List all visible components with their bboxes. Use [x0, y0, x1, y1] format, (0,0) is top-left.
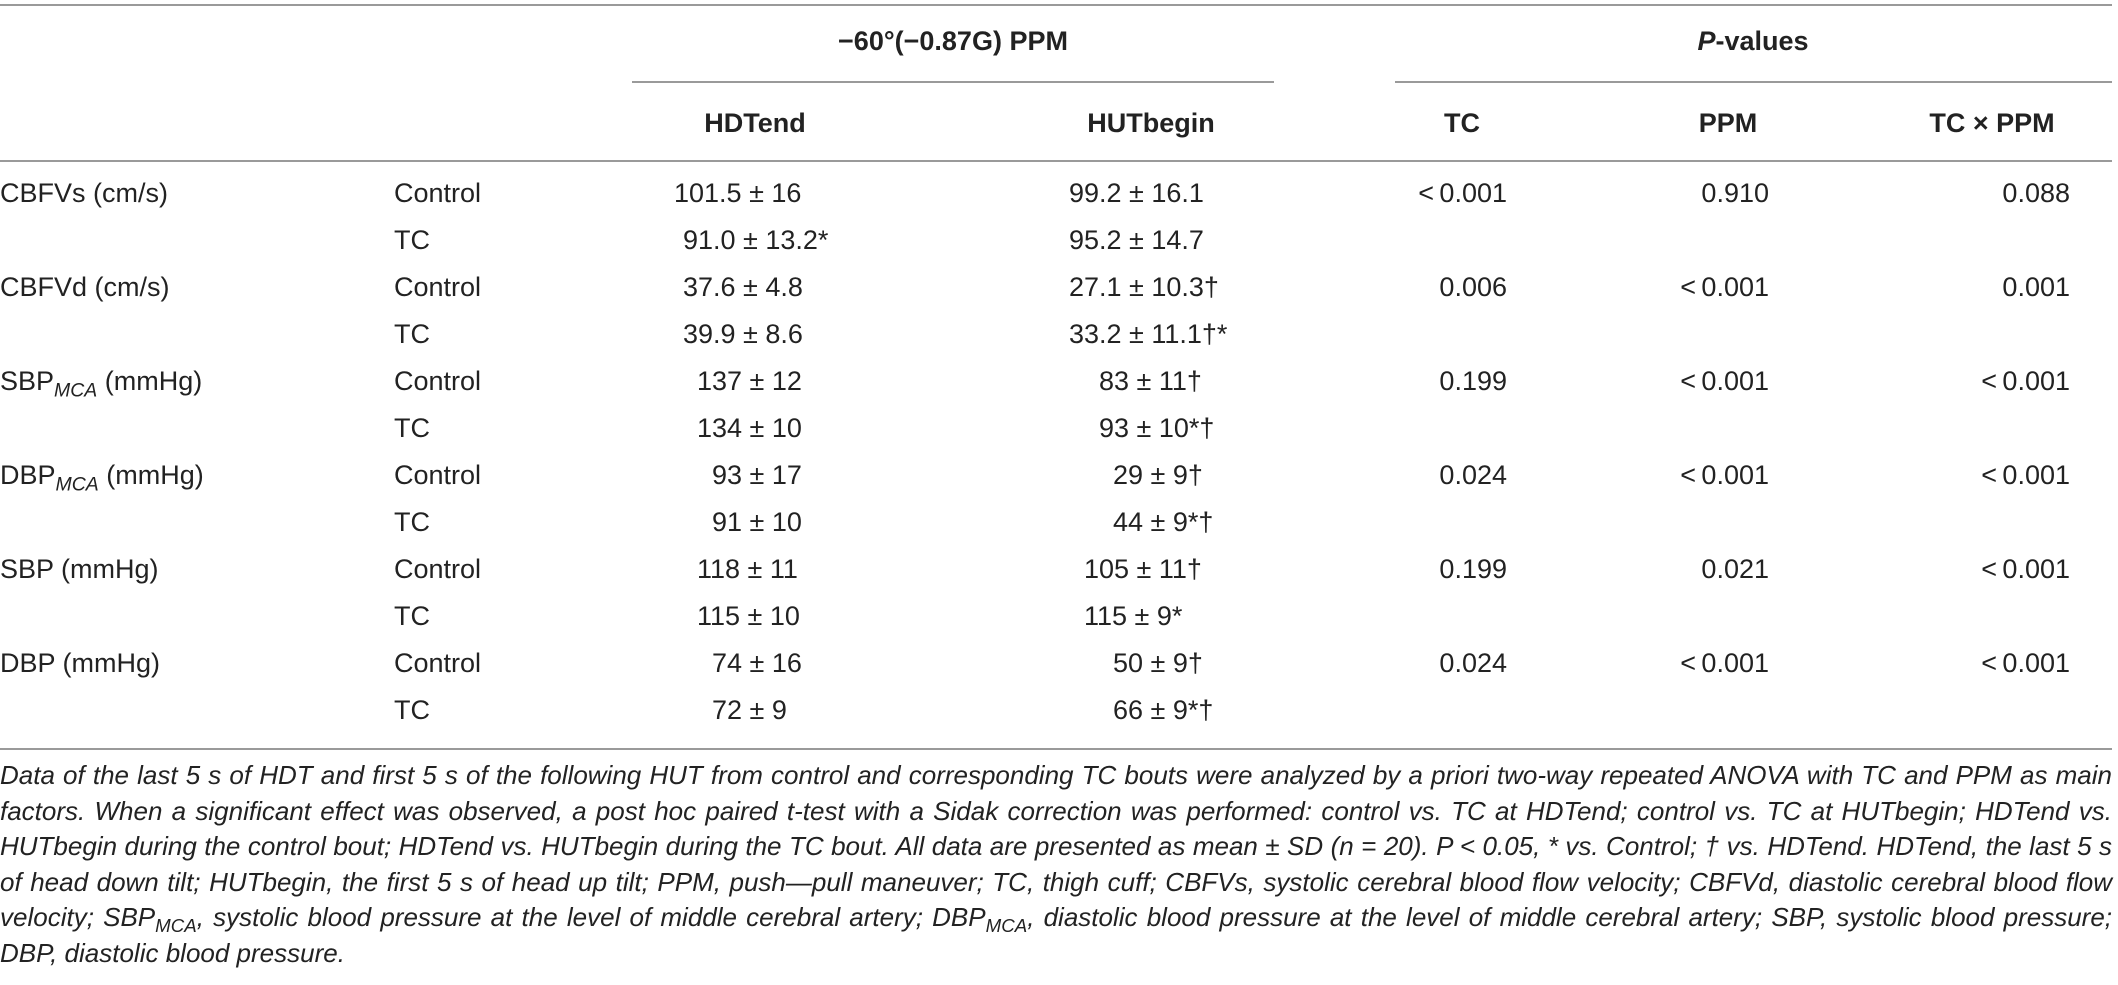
- cell-p-tcxppm: 0.001: [2002, 272, 2070, 302]
- table-bottom-rule: [0, 748, 2112, 750]
- measure-base: SBP: [0, 366, 55, 396]
- cell-p-ppm: < 0.001: [1680, 460, 1769, 490]
- col-header-tc: TC: [1444, 108, 1480, 138]
- cell-p-tc: 0.199: [1439, 366, 1507, 396]
- row-condition: TC: [394, 601, 430, 631]
- row-condition: TC: [394, 507, 430, 537]
- table-top-rule: [0, 4, 2112, 6]
- footnote-part3: , diastolic blood pressure at the level …: [0, 902, 2113, 968]
- cell-hdtend: 91 ± 10: [712, 507, 802, 537]
- measure-base: DBP: [0, 460, 56, 490]
- row-condition: Control: [394, 366, 482, 396]
- cell-p-ppm: 0.021: [1701, 554, 1769, 584]
- ppm-group-header: −60°(−0.87G) PPM: [838, 26, 1068, 56]
- cell-hutbegin: 44 ± 9*†: [1113, 507, 1214, 537]
- cell-hdtend: 93 ± 17: [712, 460, 802, 490]
- measure-subscript: MCA: [55, 473, 99, 496]
- cell-hdtend: 37.6 ± 4.8: [683, 272, 803, 302]
- footnote-part2: , systolic blood pressure at the level o…: [196, 902, 986, 932]
- ppm-group-rule: [632, 81, 1274, 83]
- measure-subscript: MCA: [54, 379, 98, 402]
- cell-hutbegin: 93 ± 10*†: [1099, 413, 1215, 443]
- cell-p-tc: < 0.001: [1418, 178, 1507, 208]
- cell-p-tc: 0.006: [1439, 272, 1507, 302]
- row-condition: TC: [394, 319, 430, 349]
- row-condition: TC: [394, 695, 430, 725]
- pvalues-group-rule: [1395, 81, 2112, 83]
- pvalues-group-header: P-values: [1697, 24, 1808, 58]
- row-measure: SBPMCA (mmHg): [0, 364, 203, 402]
- measure-unit: (mmHg): [98, 460, 204, 490]
- cell-hutbegin: 105 ± 11†: [1084, 554, 1202, 584]
- cell-p-tcxppm: < 0.001: [1981, 554, 2070, 584]
- cell-hdtend: 72 ± 9: [712, 695, 787, 725]
- cell-p-tc: 0.199: [1439, 554, 1507, 584]
- footnote-sub1: MCA: [155, 915, 197, 937]
- cell-hutbegin: 83 ± 11†: [1099, 366, 1202, 396]
- row-measure: DBP (mmHg): [0, 648, 161, 678]
- cell-p-ppm: < 0.001: [1680, 366, 1769, 396]
- col-header-hdtend: HDTend: [704, 108, 806, 138]
- cell-p-ppm: 0.910: [1701, 178, 1769, 208]
- cell-hutbegin: 95.2 ± 14.7: [1069, 225, 1204, 255]
- cell-hdtend: 91.0 ± 13.2*: [683, 225, 829, 255]
- cell-hutbegin: 33.2 ± 11.1†*: [1069, 319, 1228, 349]
- cell-p-tcxppm: 0.088: [2002, 178, 2070, 208]
- cell-hdtend: 115 ± 10: [697, 601, 800, 631]
- footnote-sub2: MCA: [985, 915, 1028, 937]
- cell-hutbegin: 50 ± 9†: [1113, 648, 1203, 678]
- col-header-hutbegin: HUTbegin: [1087, 108, 1215, 138]
- cell-p-ppm: < 0.001: [1680, 272, 1769, 302]
- cell-hdtend: 74 ± 16: [712, 648, 802, 678]
- cell-hdtend: 39.9 ± 8.6: [683, 319, 803, 349]
- header-bottom-rule: [0, 160, 2112, 162]
- cell-p-ppm: < 0.001: [1680, 648, 1769, 678]
- row-condition: TC: [394, 413, 430, 443]
- row-measure: SBP (mmHg): [0, 554, 159, 584]
- row-condition: Control: [394, 648, 482, 678]
- row-condition: TC: [394, 225, 430, 255]
- row-condition: Control: [394, 554, 482, 584]
- cell-hutbegin: 115 ± 9*: [1084, 601, 1183, 631]
- pvalues-p-italic: P: [1697, 26, 1716, 56]
- col-header-tcxppm: TC × PPM: [1929, 108, 2055, 138]
- col-header-ppm: PPM: [1698, 108, 1758, 138]
- cell-hdtend: 134 ± 10: [697, 413, 802, 443]
- cell-hdtend: 137 ± 12: [697, 366, 802, 396]
- cell-p-tcxppm: < 0.001: [1981, 366, 2070, 396]
- row-measure: DBPMCA (mmHg): [0, 458, 204, 496]
- cell-hdtend: 118 ± 11: [697, 554, 798, 584]
- measure-unit: (mmHg): [97, 366, 203, 396]
- footnote-part1: Data of the last 5 s of HDT and first 5 …: [0, 760, 2112, 932]
- cell-hutbegin: 29 ± 9†: [1113, 460, 1203, 490]
- cell-p-tcxppm: < 0.001: [1981, 460, 2070, 490]
- pvalues-rest: -values: [1715, 26, 1809, 56]
- cell-hutbegin: 99.2 ± 16.1: [1069, 178, 1204, 208]
- row-measure: CBFVs (cm/s): [0, 178, 168, 208]
- cell-hutbegin: 66 ± 9*†: [1113, 695, 1214, 725]
- cell-p-tc: 0.024: [1439, 460, 1507, 490]
- row-condition: Control: [394, 178, 482, 208]
- cell-p-tcxppm: < 0.001: [1981, 648, 2070, 678]
- row-measure: CBFVd (cm/s): [0, 272, 170, 302]
- cell-p-tc: 0.024: [1439, 648, 1507, 678]
- row-condition: Control: [394, 272, 482, 302]
- cell-hutbegin: 27.1 ± 10.3†: [1069, 272, 1219, 302]
- cell-hdtend: 101.5 ± 16: [674, 178, 802, 208]
- table-footnote: Data of the last 5 s of HDT and first 5 …: [0, 758, 2112, 971]
- row-condition: Control: [394, 460, 482, 490]
